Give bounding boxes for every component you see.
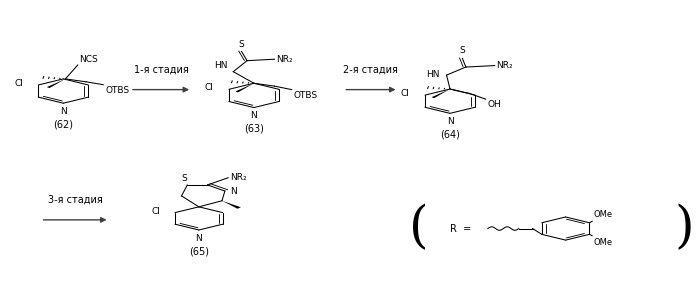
Text: NCS: NCS — [79, 55, 98, 63]
Text: OMe: OMe — [593, 238, 613, 247]
Text: S: S — [239, 40, 244, 48]
Text: (64): (64) — [440, 130, 460, 140]
Text: Cl: Cl — [205, 83, 214, 92]
Text: Cl: Cl — [151, 207, 160, 216]
Polygon shape — [222, 201, 241, 209]
Text: ): ) — [674, 204, 694, 253]
Text: 1-я стадия: 1-я стадия — [133, 64, 188, 74]
Text: N: N — [60, 107, 67, 116]
Polygon shape — [431, 89, 450, 98]
Text: N: N — [447, 117, 454, 126]
Polygon shape — [235, 83, 254, 92]
Text: (62): (62) — [53, 119, 73, 129]
Text: NR₂: NR₂ — [230, 173, 247, 182]
Text: Cl: Cl — [401, 89, 410, 98]
Text: R  =: R = — [450, 224, 471, 234]
Text: OMe: OMe — [593, 210, 613, 219]
Text: (63): (63) — [244, 124, 264, 134]
Text: HN: HN — [214, 61, 228, 70]
Text: (65): (65) — [189, 247, 209, 257]
Polygon shape — [47, 79, 66, 88]
Text: HN: HN — [426, 70, 440, 79]
Text: 2-я стадия: 2-я стадия — [343, 64, 399, 74]
Text: OTBS: OTBS — [105, 86, 129, 95]
Text: N: N — [251, 111, 258, 120]
Text: Cl: Cl — [14, 79, 23, 88]
Text: OTBS: OTBS — [294, 91, 318, 100]
Text: N: N — [230, 186, 237, 196]
Text: N: N — [195, 234, 202, 243]
Text: NR₂: NR₂ — [276, 55, 292, 64]
Text: NR₂: NR₂ — [496, 61, 513, 70]
Text: S: S — [181, 174, 187, 183]
Text: (: ( — [409, 204, 429, 253]
Text: OH: OH — [488, 100, 502, 109]
Text: S: S — [459, 46, 466, 55]
Text: 3-я стадия: 3-я стадия — [47, 195, 103, 205]
